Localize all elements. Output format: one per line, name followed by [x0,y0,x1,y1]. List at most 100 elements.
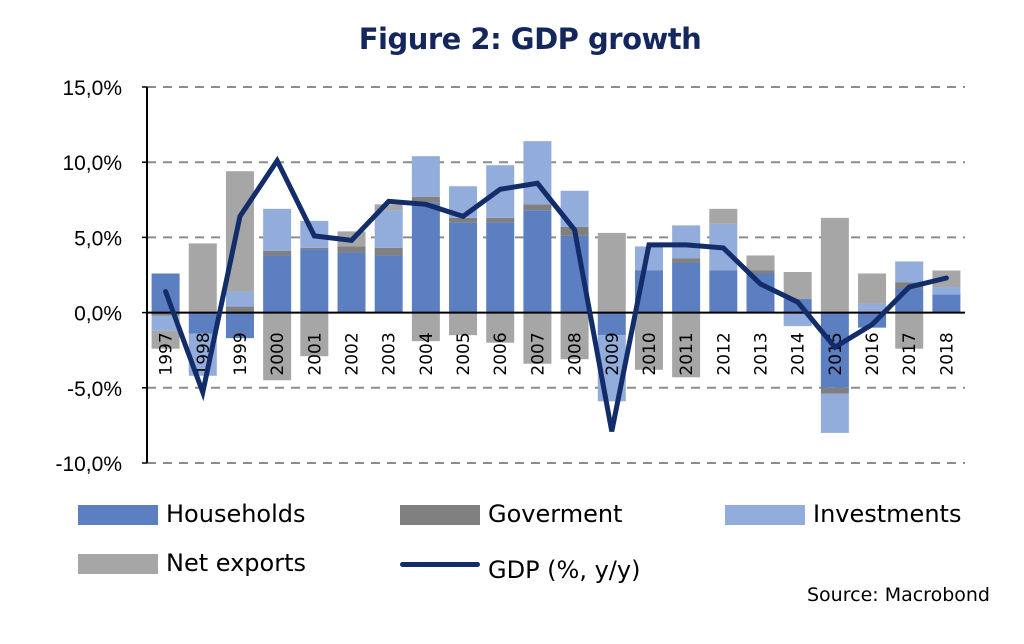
x-tick-label: 2007 [528,332,548,375]
bar-households-2003 [374,255,403,313]
bar-goverment-1999 [225,306,254,313]
bar-goverment-2011 [672,258,701,263]
bar-households-2007 [523,210,552,313]
bar-households-2018 [932,294,961,313]
bar-goverment-2006 [486,217,515,223]
bar-net-exports-2017 [895,312,924,349]
bar-net-exports-1998 [188,243,217,313]
bar-net-exports-2007 [523,312,552,364]
legend-swatch-net-exports [78,554,158,574]
x-tick-label: 2013 [752,332,772,375]
bar-net-exports-2005 [449,312,478,336]
bar-households-2012 [709,270,738,313]
bar-investments-2011 [672,225,701,259]
bar-net-exports-2000 [263,312,292,381]
x-tick-label: 1999 [231,332,251,375]
bar-households-2001 [300,249,329,313]
x-tick-label: 2009 [603,332,623,375]
bar-goverment-2013 [746,270,775,274]
bar-households-1998 [188,312,217,334]
bar-households-1999 [225,312,254,339]
bar-investments-2016 [858,303,887,313]
legend-swatch-goverment [400,505,480,525]
x-tick-label: 2010 [640,332,660,375]
bar-net-exports-2010 [634,312,663,370]
y-tick-label: 15,0% [62,77,122,100]
x-tick-label: 2017 [900,332,920,375]
legend-label-gdp: GDP (%, y/y) [488,556,641,584]
bar-goverment-2000 [263,250,292,256]
bar-households-2000 [263,255,292,313]
x-tick-label: 2011 [677,332,697,375]
bar-net-exports-1997 [151,330,180,349]
legend-swatch-households [78,505,158,525]
bar-households-2004 [411,202,440,313]
bar-investments-1997 [151,315,180,331]
bar-goverment-2001 [300,247,329,250]
x-tick-label: 2003 [380,332,400,375]
bar-investments-2003 [374,210,403,248]
x-tick-label: 2016 [863,332,883,375]
legend-label-goverment: Goverment [488,500,623,528]
x-tick-label: 2012 [714,332,734,375]
legend-swatch-gdp-line [400,562,480,567]
bar-households-2011 [672,262,701,313]
bar-investments-2000 [263,208,292,251]
bar-goverment-2004 [411,196,440,203]
bar-investments-2017 [895,261,924,283]
y-tick-labels: 15,0% 10,0% 5,0% 0,0% -5,0% -10,0% [55,77,122,476]
x-tick-label: 2008 [566,332,586,375]
bar-goverment-2005 [449,217,478,223]
gdp-line [163,155,949,432]
bar-households-2015 [820,312,849,388]
bar-goverment-1997 [151,312,180,316]
x-tick-labels: 1997 1998 1999 2000 2001 2002 2003 2004 2005 2006… [157,332,958,375]
bar-net-exports-2003 [374,204,403,211]
bar-households-2013 [746,273,775,313]
bar-net-exports-2008 [560,312,589,360]
bar-net-exports-2011 [672,312,701,378]
bar-net-exports-2004 [411,312,440,342]
bar-investments-2004 [411,156,440,197]
bar-households-2017 [895,288,924,313]
bar-households-2006 [486,222,515,313]
bar-households-2005 [449,222,478,313]
bar-goverment-2002 [337,246,366,253]
bar-net-exports-2006 [486,312,515,343]
y-tick-label: 10,0% [62,152,122,175]
y-tick-label: 5,0% [74,227,122,250]
bar-households-2002 [337,252,366,313]
x-tick-label: 2018 [937,332,957,375]
bar-goverment-2003 [374,247,403,256]
x-tick-label: 2001 [305,332,325,375]
bar-goverment-2007 [523,204,552,211]
bar-net-exports-2009 [597,232,626,313]
axes [142,86,965,464]
y-tick-label: -10,0% [55,453,122,476]
legend-label-households: Households [166,500,306,528]
chart-title: Figure 2: GDP growth [358,22,702,56]
bar-net-exports-2014 [783,271,812,300]
bar-households-2009 [597,312,626,336]
source-note: Source: Macrobond [807,584,990,606]
bar-net-exports-2001 [300,312,329,357]
x-tick-label: 2005 [454,332,474,375]
x-tick-label: 2000 [268,332,288,375]
x-tick-label: 2006 [491,332,511,375]
bar-investments-2014 [783,312,812,327]
legend-label-net-exports: Net exports [166,549,307,577]
bar-net-exports-2015 [820,217,849,313]
bar-net-exports-2012 [709,208,738,224]
x-tick-label: 1997 [157,332,177,375]
bar-net-exports-2016 [858,273,887,304]
x-tick-label: 2014 [789,332,809,375]
legend-label-investments: Investments [813,500,962,528]
bar-goverment-2015 [820,387,849,394]
bar-net-exports-2013 [746,255,775,271]
bar-investments-1999 [225,291,254,307]
bars [151,141,961,433]
bar-investments-2018 [932,287,961,295]
legend-swatch-investments [725,505,805,525]
y-tick-label: -5,0% [67,378,122,401]
x-tick-label: 2004 [417,332,437,375]
